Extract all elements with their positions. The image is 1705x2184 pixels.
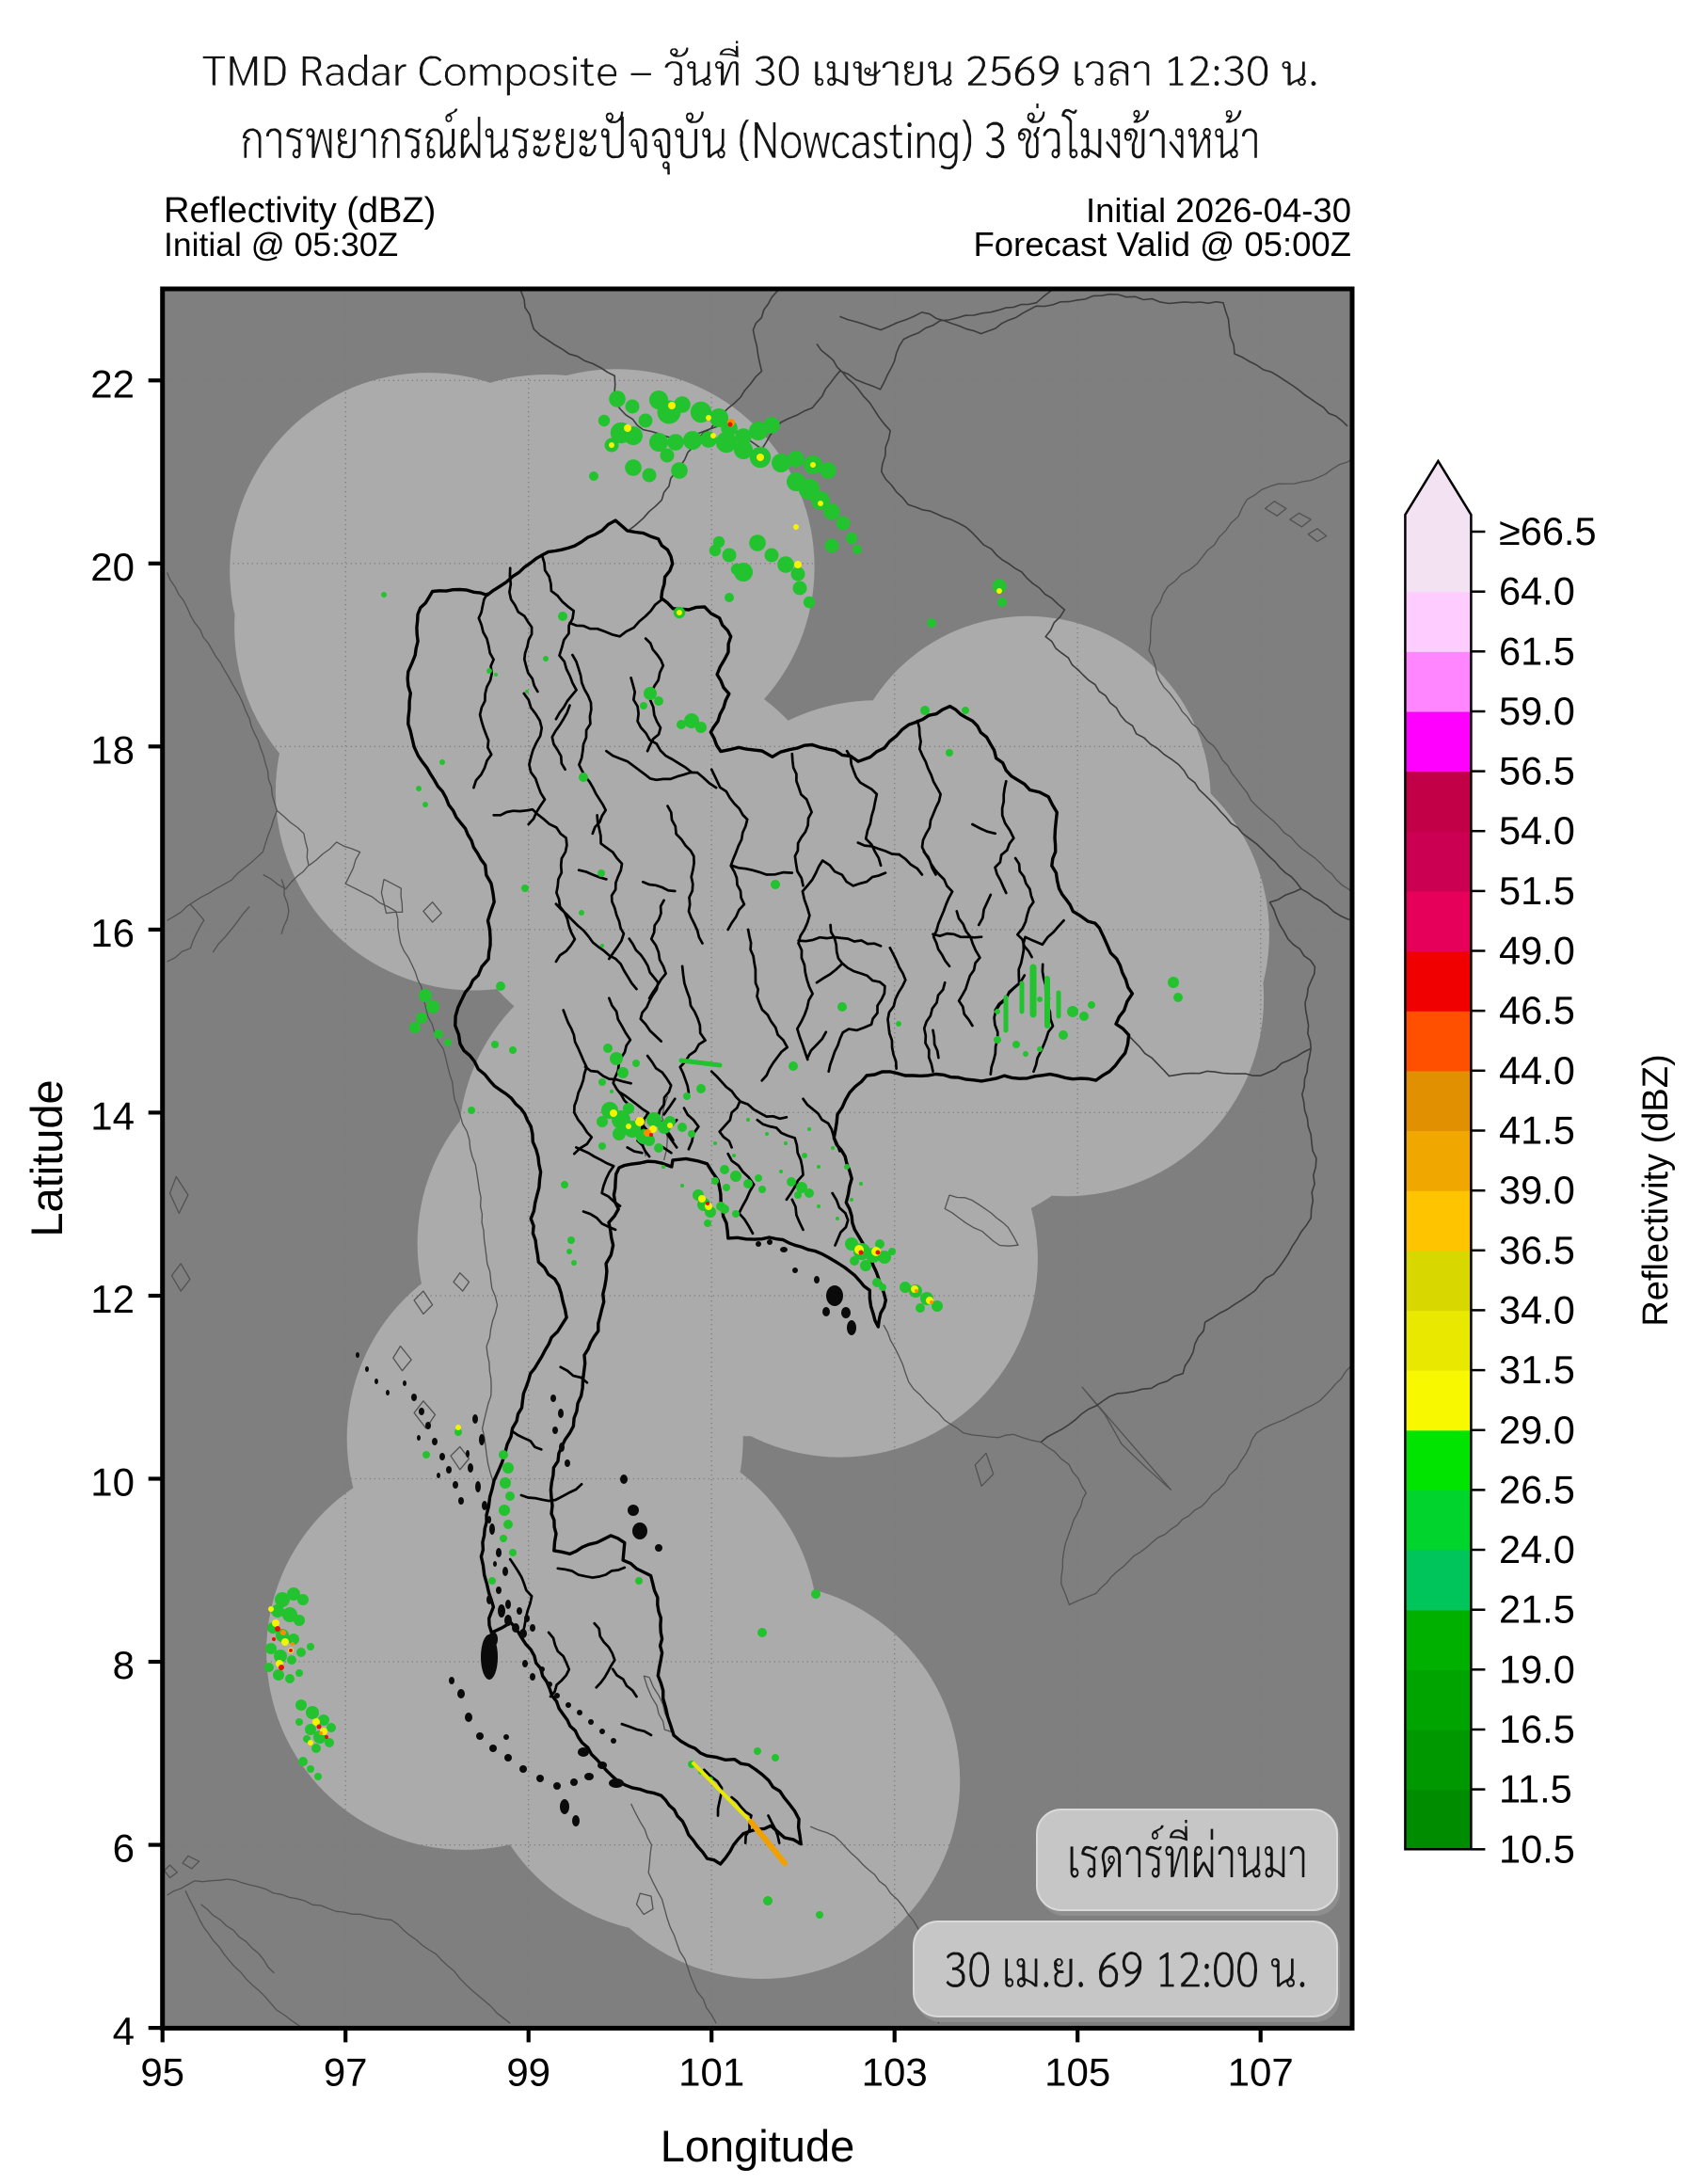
- svg-text:31.5: 31.5: [1499, 1347, 1575, 1392]
- svg-text:10: 10: [90, 1460, 135, 1505]
- svg-text:105: 105: [1044, 2049, 1110, 2094]
- svg-text:44.0: 44.0: [1499, 1048, 1575, 1092]
- svg-text:Reflectivity (dBZ): Reflectivity (dBZ): [164, 191, 436, 231]
- svg-text:12: 12: [90, 1277, 135, 1321]
- svg-text:18: 18: [90, 727, 135, 772]
- svg-text:54.0: 54.0: [1499, 808, 1575, 853]
- svg-text:19.0: 19.0: [1499, 1647, 1575, 1691]
- svg-text:10.5: 10.5: [1499, 1826, 1575, 1871]
- svg-text:61.5: 61.5: [1499, 629, 1575, 673]
- svg-text:Forecast Valid @ 05:00Z: Forecast Valid @ 05:00Z: [973, 225, 1351, 263]
- svg-text:26.5: 26.5: [1499, 1467, 1575, 1511]
- svg-text:16.5: 16.5: [1499, 1707, 1575, 1751]
- svg-text:11.5: 11.5: [1499, 1767, 1572, 1811]
- svg-text:8: 8: [113, 1643, 135, 1687]
- svg-text:103: 103: [862, 2049, 928, 2094]
- svg-text:101: 101: [678, 2049, 744, 2094]
- svg-text:22: 22: [90, 361, 135, 406]
- svg-text:36.5: 36.5: [1499, 1228, 1575, 1272]
- svg-text:Initial 2026-04-30: Initial 2026-04-30: [1086, 191, 1351, 230]
- svg-text:Initial @ 05:30Z: Initial @ 05:30Z: [164, 226, 398, 263]
- svg-text:6: 6: [113, 1826, 135, 1871]
- svg-text:14: 14: [90, 1093, 135, 1138]
- svg-text:≥66.5: ≥66.5: [1499, 509, 1597, 553]
- svg-text:46.5: 46.5: [1499, 988, 1575, 1032]
- svg-text:21.5: 21.5: [1499, 1587, 1575, 1632]
- svg-text:51.5: 51.5: [1499, 869, 1575, 913]
- svg-text:Longitude: Longitude: [661, 2121, 854, 2171]
- svg-text:20: 20: [90, 545, 135, 589]
- svg-text:56.5: 56.5: [1499, 749, 1575, 793]
- svg-text:4: 4: [113, 2009, 135, 2053]
- svg-text:34.0: 34.0: [1499, 1287, 1575, 1331]
- svg-text:41.5: 41.5: [1499, 1108, 1575, 1153]
- svg-text:24.0: 24.0: [1499, 1527, 1575, 1571]
- svg-text:Reflectivity (dBZ): Reflectivity (dBZ): [1636, 1054, 1676, 1326]
- svg-text:Latitude: Latitude: [22, 1079, 72, 1236]
- svg-text:16: 16: [90, 911, 135, 955]
- svg-text:99: 99: [506, 2049, 550, 2094]
- svg-text:97: 97: [324, 2049, 368, 2094]
- svg-text:59.0: 59.0: [1499, 689, 1575, 733]
- svg-text:29.0: 29.0: [1499, 1408, 1575, 1452]
- svg-text:95: 95: [140, 2049, 184, 2094]
- svg-text:39.0: 39.0: [1499, 1168, 1575, 1212]
- svg-text:64.0: 64.0: [1499, 569, 1575, 614]
- svg-text:49.0: 49.0: [1499, 929, 1575, 973]
- svg-text:107: 107: [1228, 2049, 1294, 2094]
